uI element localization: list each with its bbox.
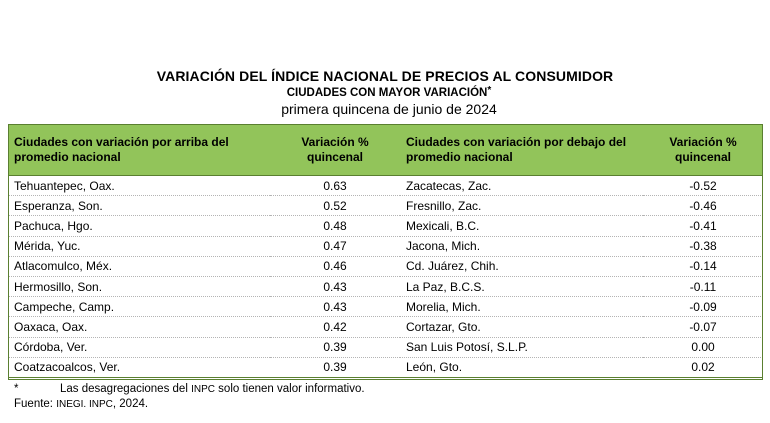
variation-above-cell: 0.39: [270, 337, 400, 358]
city-below-cell: La Paz, B.C.S.: [400, 276, 643, 298]
subtitle-text: CIUDADES CON MAYOR VARIACIÓN: [286, 87, 488, 99]
footnote-block: * Las desagregaciones del INPC solo tiene…: [14, 382, 365, 412]
footnote-text-before: Las desagregaciones del: [60, 383, 192, 395]
title-block: VARIACIÓN DEL ÍNDICE NACIONAL DE PRECIOS…: [0, 67, 770, 118]
variation-above-cell: 0.42: [270, 316, 400, 338]
variation-above-cell: 0.52: [270, 195, 400, 217]
variation-above-cell: 0.39: [270, 357, 400, 378]
variation-below-cell: 0.02: [643, 357, 763, 378]
footnote-mark: *: [14, 383, 19, 395]
variation-below-cell: -0.52: [643, 175, 763, 197]
source-line: Fuente: INEGI. INPC, 2024.: [14, 397, 365, 412]
table-row: Atlacomulco, Méx. 0.46 Cd. Juárez, Chih. -0…: [8, 256, 763, 277]
column-header-above-cities: Ciudades con variación por arriba del pr…: [8, 124, 270, 176]
city-below-cell: León, Gto.: [400, 357, 643, 378]
cities-table-container: Ciudades con variación por arriba del pr…: [8, 124, 763, 378]
city-above-cell: Hermosillo, Son.: [8, 276, 270, 298]
variation-below-cell: -0.41: [643, 215, 763, 237]
footnote: * Las desagregaciones del INPC solo tiene…: [14, 382, 365, 397]
source-org: INEGI. INPC: [56, 399, 113, 410]
table-body: Tehuantepec, Oax. 0.63 Zacatecas, Zac. -0.5…: [8, 175, 763, 378]
table-row: Oaxaca, Oax. 0.42 Cortazar, Gto. -0.07: [8, 316, 763, 338]
variation-below-cell: -0.14: [643, 256, 763, 277]
city-above-cell: Atlacomulco, Méx.: [8, 256, 270, 277]
variation-below-cell: -0.07: [643, 316, 763, 338]
city-above-cell: Tehuantepec, Oax.: [8, 175, 270, 197]
column-header-above-variation: Variación % quincenal: [270, 124, 400, 176]
city-below-cell: Cd. Juárez, Chih.: [400, 256, 643, 277]
source-label: Fuente:: [14, 398, 57, 410]
source-year: , 2024.: [112, 398, 149, 410]
city-below-cell: Cortazar, Gto.: [400, 316, 643, 338]
city-below-cell: Jacona, Mich.: [400, 236, 643, 257]
variation-above-cell: 0.48: [270, 215, 400, 237]
city-above-cell: Pachuca, Hgo.: [8, 215, 270, 237]
table-row: Tehuantepec, Oax. 0.63 Zacatecas, Zac. -0.5…: [8, 175, 763, 197]
city-below-cell: San Luis Potosí, S.L.P.: [400, 337, 643, 358]
city-above-cell: Esperanza, Son.: [8, 195, 270, 217]
footnote-text-after: solo tienen valor informativo.: [214, 383, 365, 395]
variation-above-cell: 0.43: [270, 276, 400, 298]
table-row: Coatzacoalcos, Ver. 0.39 León, Gto. 0.02: [8, 357, 763, 378]
column-header-below-variation: Variación % quincenal: [643, 124, 763, 176]
variation-below-cell: -0.46: [643, 195, 763, 217]
variation-below-cell: -0.38: [643, 236, 763, 257]
variation-above-cell: 0.63: [270, 175, 400, 197]
city-below-cell: Morelia, Mich.: [400, 296, 643, 318]
subtitle-footnote-mark: *: [487, 85, 492, 96]
page-title: VARIACIÓN DEL ÍNDICE NACIONAL DE PRECIOS…: [156, 68, 614, 84]
variation-above-cell: 0.43: [270, 296, 400, 318]
variation-below-cell: -0.11: [643, 276, 763, 298]
city-above-cell: Córdoba, Ver.: [8, 337, 270, 358]
city-above-cell: Oaxaca, Oax.: [8, 316, 270, 338]
city-above-cell: Mérida, Yuc.: [8, 236, 270, 257]
table-header-row: Ciudades con variación por arriba del pr…: [8, 124, 763, 176]
table-row: Hermosillo, Son. 0.43 La Paz, B.C.S. -0.11: [8, 276, 763, 298]
footnote-abbr: INPC: [191, 384, 215, 395]
table-row: Córdoba, Ver. 0.39 San Luis Potosí, S.L.P.…: [8, 337, 763, 358]
variation-above-cell: 0.47: [270, 236, 400, 257]
table-row: Mérida, Yuc. 0.47 Jacona, Mich. -0.38: [8, 236, 763, 257]
table-row: Pachuca, Hgo. 0.48 Mexicali, B.C. -0.41: [8, 215, 763, 237]
page-subtitle: CIUDADES CON MAYOR VARIACIÓN*: [8, 85, 770, 101]
city-above-cell: Coatzacoalcos, Ver.: [8, 357, 270, 378]
city-below-cell: Fresnillo, Zac.: [400, 195, 643, 217]
period-label: primera quincena de junio de 2024: [281, 101, 497, 117]
variation-above-cell: 0.46: [270, 256, 400, 277]
variation-below-cell: 0.00: [643, 337, 763, 358]
table-row: Campeche, Camp. 0.43 Morelia, Mich. -0.09: [8, 296, 763, 318]
city-above-cell: Campeche, Camp.: [8, 296, 270, 318]
column-header-below-cities: Ciudades con variación por debajo del pr…: [400, 124, 643, 176]
variation-below-cell: -0.09: [643, 296, 763, 318]
city-below-cell: Mexicali, B.C.: [400, 215, 643, 237]
cities-table: Ciudades con variación por arriba del pr…: [8, 124, 763, 378]
table-row: Esperanza, Son. 0.52 Fresnillo, Zac. -0.46: [8, 195, 763, 217]
city-below-cell: Zacatecas, Zac.: [400, 175, 643, 197]
